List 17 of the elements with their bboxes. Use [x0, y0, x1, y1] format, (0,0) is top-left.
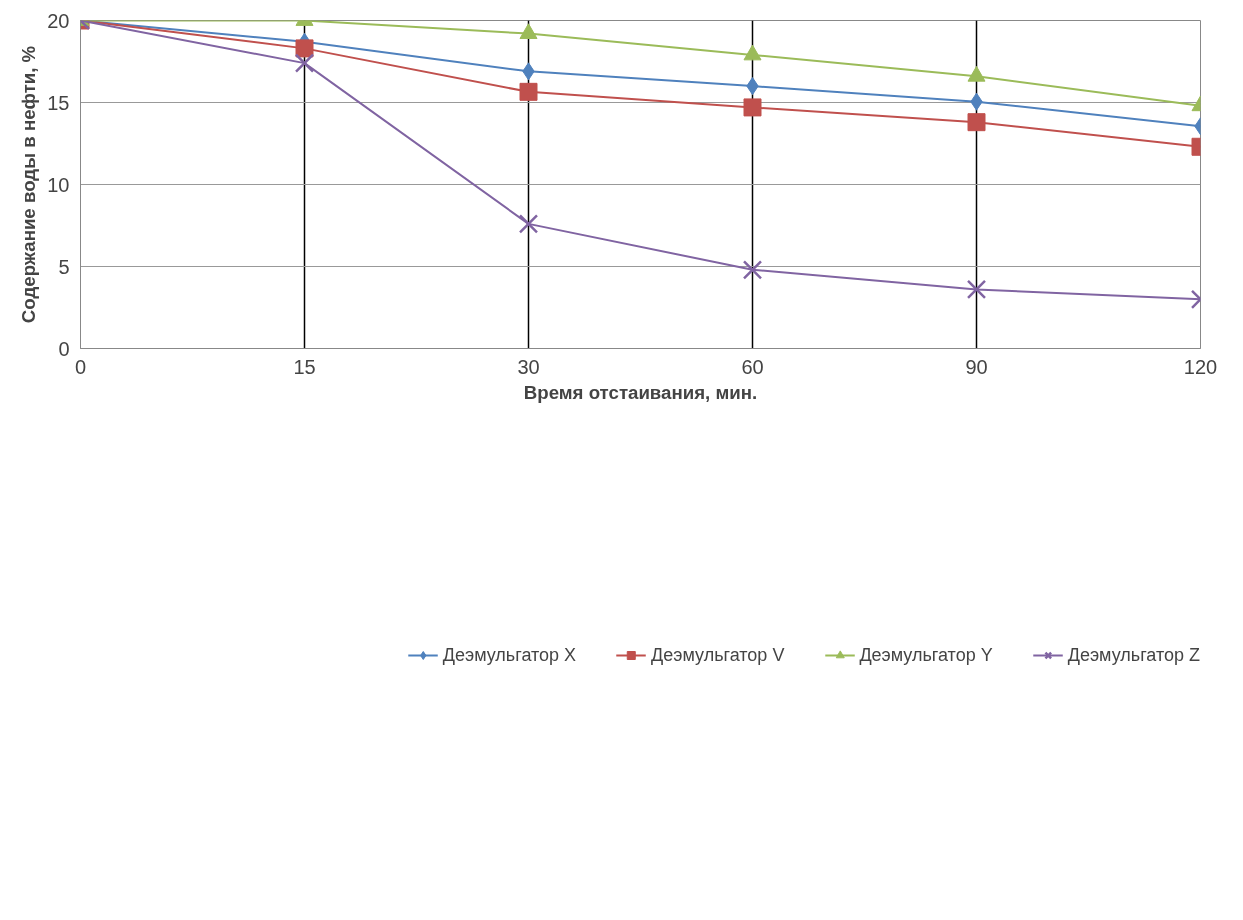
legend-label: Деэмульгатор Y: [859, 644, 993, 666]
y-tick-label: 0: [58, 337, 70, 360]
x-tick-label: 0: [74, 355, 87, 378]
legend-label: Деэмульгатор V: [651, 644, 785, 666]
y-tick-label: 5: [58, 255, 70, 278]
x-tick-label: 30: [517, 355, 540, 378]
legend-label: Деэмульгатор Z: [1067, 644, 1200, 666]
x-tick-label: 90: [965, 355, 988, 378]
y-tick-label: 15: [47, 91, 70, 114]
x-tick-label: 60: [741, 355, 764, 378]
y-axis-title: Содержание воды в нефти, %: [18, 45, 40, 324]
x-tick-label: 120: [1183, 355, 1218, 378]
x-axis-title: Время отстаивания, мин.: [523, 381, 758, 403]
y-tick-label: 20: [47, 9, 70, 32]
y-tick-label: 10: [47, 173, 70, 196]
x-tick-label: 15: [293, 355, 316, 378]
legend-label: Деэмульгатор X: [442, 644, 577, 666]
